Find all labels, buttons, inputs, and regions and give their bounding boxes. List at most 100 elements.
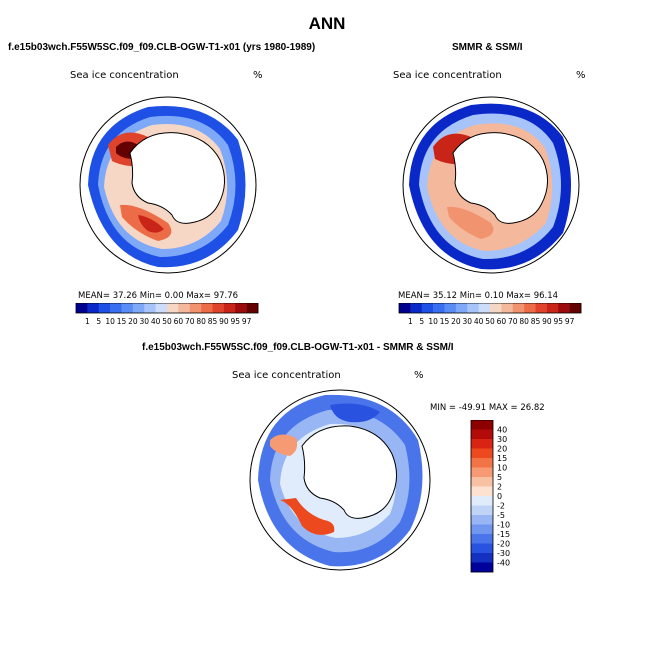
panel1-colorbar-swatch [87, 303, 100, 313]
panel1-colorbar-tick-label: 5 [96, 317, 101, 326]
panel1-colorbar-swatch [167, 303, 179, 313]
panel2-colorbar-swatch [467, 303, 479, 313]
panel2-colorbar-swatch [501, 303, 514, 313]
panel1-colorbar-swatch [235, 303, 247, 313]
panel2-colorbar-swatch [433, 303, 445, 313]
panel2-colorbar-swatch [535, 303, 548, 313]
panel3-colorbar-swatch [471, 543, 493, 554]
panel3-colorbar-swatch [471, 553, 493, 563]
panel2-field-label: Sea ice concentration [393, 70, 502, 81]
panel1-colorbar-tick-label: 20 [128, 317, 138, 326]
panel3-colorbar-swatch [471, 524, 493, 535]
panel3-colorbar-swatch [471, 496, 493, 506]
panel3-colorbar-tick-label: -15 [497, 530, 510, 539]
panel3-colorbar-tick-label: 10 [497, 464, 507, 473]
panel3-colorbar-swatch [471, 420, 493, 430]
panel1-colorbar-swatch [189, 303, 202, 313]
panel1-colorbar-tick-label: 85 [208, 317, 218, 326]
panel2-mean-value: 35.12 [432, 291, 458, 301]
panel1-colorbar-swatch [76, 303, 88, 313]
panel1-max-label: Max= [186, 291, 212, 301]
panel3-colorbar-tick-label: 0 [497, 492, 502, 501]
panel2-colorbar-tick-label: 15 [440, 317, 450, 326]
panel2-units: % [576, 70, 586, 81]
panel3-colorbar-swatch [471, 448, 493, 459]
panel3-colorbar-tick-label: -10 [497, 521, 510, 530]
panel2-map [402, 96, 580, 274]
panel1-colorbar-tick-label: 90 [219, 317, 229, 326]
panel2-colorbar-swatch [478, 303, 491, 313]
p3-diff-pos1 [270, 434, 298, 456]
panel2-colorbar-frame [398, 303, 582, 314]
panel1-colorbar-swatch [212, 303, 225, 313]
p1-ross-core [138, 215, 164, 233]
panel2-colorbar: 1 5 10 15 20 30 40 50 60 70 80 85 90 95 97 [398, 303, 582, 326]
panel3-colorbar-tick-label: 5 [497, 473, 502, 482]
panel1-mean-value: 37.26 [112, 291, 138, 301]
panel2-min-value: 0.10 [484, 291, 504, 301]
panel3-colorbar-tick-label: 15 [497, 454, 507, 463]
panel1-colorbar-tick-label: 40 [151, 317, 161, 326]
panel1-colorbar-swatch [144, 303, 156, 313]
panel1-colorbar-swatch [98, 303, 111, 313]
panel3-colorbar-tick-label: -20 [497, 540, 510, 549]
panel1-field-label: Sea ice concentration [70, 70, 179, 81]
panel3-colorbar-tick-label: -5 [497, 511, 505, 520]
panel1-colorbar-swatch [110, 303, 122, 313]
panel1-stats: MEAN= 37.26 Min= 0.00 Max= 97.76 [78, 291, 238, 301]
p3-diff-neg [330, 403, 380, 423]
panel3-colorbar-tick-label: 20 [497, 445, 507, 454]
panel1-mean-label: MEAN= [78, 291, 110, 301]
panel1-colorbar-swatch [132, 303, 145, 313]
panel1-max-value: 97.76 [213, 291, 239, 301]
panel2-max-value: 96.14 [533, 291, 559, 301]
panel3-colorbar-swatch [471, 467, 493, 478]
panel3-colorbar-tick-label: -40 [497, 559, 510, 568]
panel3-colorbar-tick-label: -2 [497, 502, 505, 511]
panel2-colorbar-tick-label: 50 [485, 317, 495, 326]
panel2-colorbar-tick-label: 10 [428, 317, 438, 326]
panel3-colorbar-swatch [471, 515, 493, 525]
panel1-colorbar: 1 5 10 15 20 30 40 50 60 70 80 85 90 95 97 [75, 303, 259, 326]
panel2-colorbar-swatch [444, 303, 457, 313]
p1-continent [129, 132, 225, 224]
main-title: ANN [308, 14, 346, 33]
panel3-colorbar-swatch [471, 458, 493, 468]
panel3-colorbar-tick-label: 30 [497, 435, 507, 444]
panel1-title: f.e15b03wch.F55W5SC.f09_f09.CLB-OGW-T1-x… [8, 42, 316, 53]
panel3-colorbar-tick-label: -30 [497, 549, 510, 558]
panel1-colorbar-tick-label: 1 [85, 317, 90, 326]
panel2-colorbar-tick-label: 40 [474, 317, 484, 326]
panel1-colorbar-tick-label: 10 [105, 317, 115, 326]
panel1-colorbar-tick-label: 60 [174, 317, 184, 326]
p2-continent [452, 132, 548, 224]
panel1-colorbar-swatch [201, 303, 213, 313]
panel3-colorbar-frame [470, 420, 494, 573]
panel2-max-label: Max= [506, 291, 532, 301]
panel1-colorbar-tick-label: 80 [196, 317, 206, 326]
panel2-colorbar-swatch [512, 303, 525, 313]
panel2-colorbar-tick-label: 30 [462, 317, 472, 326]
panel1-colorbar-swatch [246, 303, 259, 313]
panel1-colorbar-tick-label: 30 [139, 317, 149, 326]
panel2-colorbar-tick-label: 97 [565, 317, 575, 326]
panel1-colorbar-frame [75, 303, 259, 314]
panel2-mean-label: MEAN= [398, 291, 430, 301]
p3-diff-pos2 [280, 498, 335, 535]
panel3-colorbar-swatch [471, 429, 493, 440]
panel1-min-label: Min= [139, 291, 162, 301]
panel1-units: % [253, 70, 263, 81]
panel2-colorbar-swatch [421, 303, 434, 313]
panel2-colorbar-swatch [399, 303, 411, 313]
panel1-colorbar-swatch [178, 303, 191, 313]
panel1-colorbar-swatch [223, 303, 236, 313]
panel3-units: % [414, 370, 424, 381]
panel2-colorbar-tick-label: 85 [531, 317, 541, 326]
panel1-colorbar-tick-label: 95 [230, 317, 240, 326]
panel1-colorbar-tick-label: 15 [117, 317, 127, 326]
panel2-colorbar-swatch [569, 303, 582, 313]
p3-continent [301, 425, 397, 519]
panel3-colorbar-swatch [471, 505, 493, 516]
panel1-min-value: 0.00 [164, 291, 184, 301]
panel2-colorbar-tick-label: 20 [451, 317, 461, 326]
